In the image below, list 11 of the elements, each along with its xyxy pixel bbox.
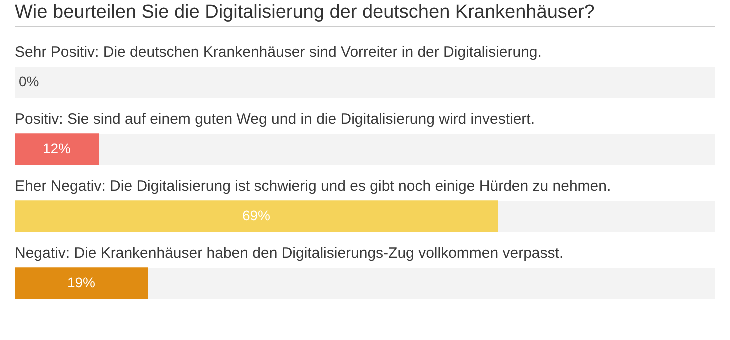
data-label: 69% bbox=[242, 207, 271, 224]
bar bbox=[15, 134, 100, 166]
y-tick-label: Negativ: Die Krankenhäuser haben den Digitalisierungs-Zug vollkommen verpasst. bbox=[15, 245, 564, 262]
y-tick-label: Positiv: Sie sind auf einem guten Weg und in die Digitalisierung wird investiert. bbox=[15, 111, 535, 128]
chart-title: Wie beurteilen Sie die Digitalisierung der deutschen Krankenhäuser? bbox=[15, 2, 715, 27]
data-label: 0% bbox=[19, 73, 40, 90]
y-tick-label: Eher Negativ: Die Digitalisierung ist schwierig und es gibt noch einige Hürden zu nehmen. bbox=[15, 178, 612, 196]
data-label: 19% bbox=[67, 274, 96, 290]
bar bbox=[15, 268, 148, 300]
y-tick-label: Sehr Positiv: Die deutschen Krankenhäuser sind Vorreiter in der Digitalisierung. bbox=[15, 44, 542, 62]
data-label: 12% bbox=[42, 140, 72, 156]
